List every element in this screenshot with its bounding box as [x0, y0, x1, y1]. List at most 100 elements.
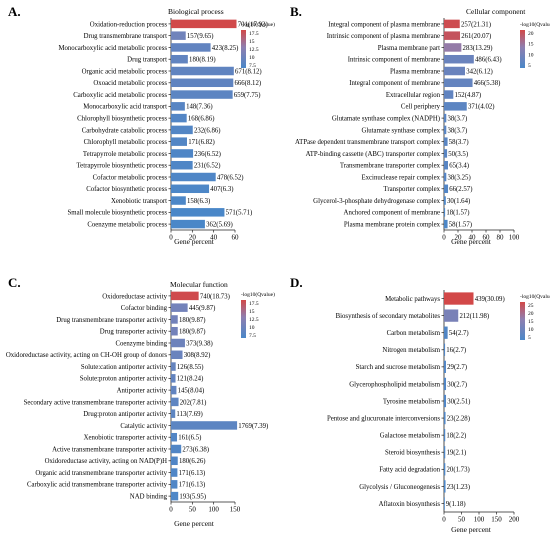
data-label: 180(9.87) — [179, 317, 206, 324]
data-label: 9(1.18) — [446, 501, 466, 508]
category-label: Carbohydrate catabolic process — [82, 127, 168, 134]
bar — [444, 90, 454, 99]
data-label: 273(6.38) — [182, 446, 209, 453]
data-label: 38(3.7) — [448, 127, 468, 134]
x-tick-label: 20 — [189, 234, 197, 242]
category-label: Transporter complex — [383, 186, 440, 193]
data-label: 701(17.92) — [238, 21, 268, 28]
colorbar-tick-label: 20 — [528, 31, 534, 37]
bar — [171, 219, 205, 229]
data-label: 466(5.38) — [474, 80, 501, 87]
x-tick-label: 150 — [230, 506, 241, 514]
category-label: Cofactor biosynthetic process — [86, 186, 167, 193]
data-label: 342(6.12) — [466, 68, 493, 75]
data-label: 439(30.09) — [475, 296, 505, 303]
bar — [171, 196, 186, 205]
category-label: Small molecule biosynthetic process — [68, 210, 168, 217]
bar — [444, 149, 448, 158]
data-label: 202(7.81) — [180, 399, 207, 406]
category-label: Oxidoreductase activity, acting on CH-OH… — [6, 352, 167, 359]
category-label: Cell periphery — [401, 104, 441, 111]
data-label: 38(3.7) — [448, 116, 468, 123]
category-label: Chlorophyll biosynthetic process — [77, 116, 167, 123]
bar — [171, 78, 234, 88]
category-label: Tetrapyrrole biosynthetic process — [77, 163, 168, 170]
category-label: Secondary active transmembrane transport… — [24, 399, 168, 406]
bar — [444, 292, 474, 305]
data-label: 113(7.69) — [176, 411, 202, 418]
data-label: 571(5.71) — [226, 210, 253, 217]
category-label: Glutamate synthase complex (NADPH) — [332, 116, 440, 123]
colorbar-tick-label: 17.5 — [249, 301, 259, 307]
data-label: 180(8.19) — [189, 57, 216, 64]
category-label: Excinuclease repair complex — [361, 174, 440, 181]
bar — [171, 432, 178, 442]
data-label: 193(5.95) — [179, 494, 206, 501]
colorbar-tick-label: 25 — [528, 303, 534, 309]
bar — [444, 125, 447, 135]
panel-title: Biological process — [168, 7, 224, 16]
bar — [171, 315, 178, 324]
data-label: 180(9.87) — [179, 329, 206, 336]
data-label: 407(6.3) — [210, 186, 233, 193]
x-axis-label: Gene percent — [174, 519, 215, 528]
bar — [171, 338, 185, 348]
category-label: Intrinsic component of membrane — [348, 57, 440, 64]
colorbar-tick-label: 15 — [249, 309, 255, 315]
data-label: 66(2.57) — [449, 186, 472, 193]
colorbar-label: -log10(Qvalue) — [241, 291, 275, 298]
category-label: Transmembrane transporter complex — [340, 163, 441, 170]
data-label: 486(6.43) — [475, 57, 502, 64]
colorbar — [241, 300, 246, 338]
category-label: Drug:proton antiporter activity — [83, 411, 167, 418]
panel-letter: A. — [8, 4, 21, 19]
x-tick-label: 20 — [455, 234, 463, 242]
data-label: 54(2.7) — [449, 330, 469, 337]
category-label: Oxidoreductase activity, acting on NAD(P… — [45, 458, 168, 465]
category-label: Monocarboxylic acid metabolic process — [58, 45, 167, 52]
bar — [171, 54, 188, 64]
x-tick-label: 150 — [491, 516, 502, 524]
x-tick-label: 60 — [483, 234, 491, 242]
category-label: Oxoacid metabolic process — [93, 80, 167, 87]
category-label: Monocarboxylic acid transport — [83, 104, 167, 111]
bar — [171, 385, 177, 395]
bar — [171, 362, 176, 371]
colorbar-tick-label: 15 — [249, 39, 255, 45]
bar — [171, 113, 187, 123]
bar — [171, 326, 178, 336]
category-label: Carboxylic acid metabolic process — [73, 92, 167, 99]
colorbar-tick-label: 12.5 — [249, 317, 259, 323]
bar — [171, 397, 179, 407]
category-label: Solute:cation antiporter activity — [81, 364, 168, 371]
data-label: 261(20.07) — [461, 33, 491, 40]
x-tick-label: 100 — [474, 516, 485, 524]
bar — [171, 421, 238, 430]
data-label: 19(2.1) — [446, 450, 466, 457]
category-label: Antiporter activity — [117, 388, 168, 395]
x-tick-label: 50 — [458, 516, 466, 524]
bar — [444, 360, 446, 373]
category-label: Catalytic activity — [120, 423, 167, 430]
category-label: Metabolic pathways — [385, 296, 440, 303]
panel-letter: C. — [8, 275, 21, 290]
colorbar-tick-label: 5 — [528, 63, 531, 69]
colorbar — [241, 30, 246, 68]
data-label: 148(7.36) — [186, 104, 213, 111]
bar — [444, 66, 465, 76]
x-tick-label: 50 — [189, 506, 197, 514]
data-label: 171(6.13) — [179, 482, 206, 489]
x-tick-label: 100 — [509, 234, 520, 242]
data-label: 161(6.5) — [178, 435, 201, 442]
x-axis-label: Gene percent — [451, 525, 492, 534]
colorbar-label: -log10(Qvalue) — [520, 293, 550, 300]
category-label: Active transmembrane transporter activit… — [52, 446, 168, 453]
category-label: NAD binding — [130, 494, 168, 501]
panel-3: D. 0 50 100 150 200 Gene percent Metabolic path… — [290, 275, 550, 534]
category-label: Cofactor metabolic process — [93, 174, 168, 181]
category-label: Plasma membrane — [390, 68, 440, 75]
data-label: 157(9.65) — [187, 33, 214, 40]
data-label: 371(4.02) — [468, 104, 495, 111]
x-tick-label: 0 — [442, 234, 446, 242]
